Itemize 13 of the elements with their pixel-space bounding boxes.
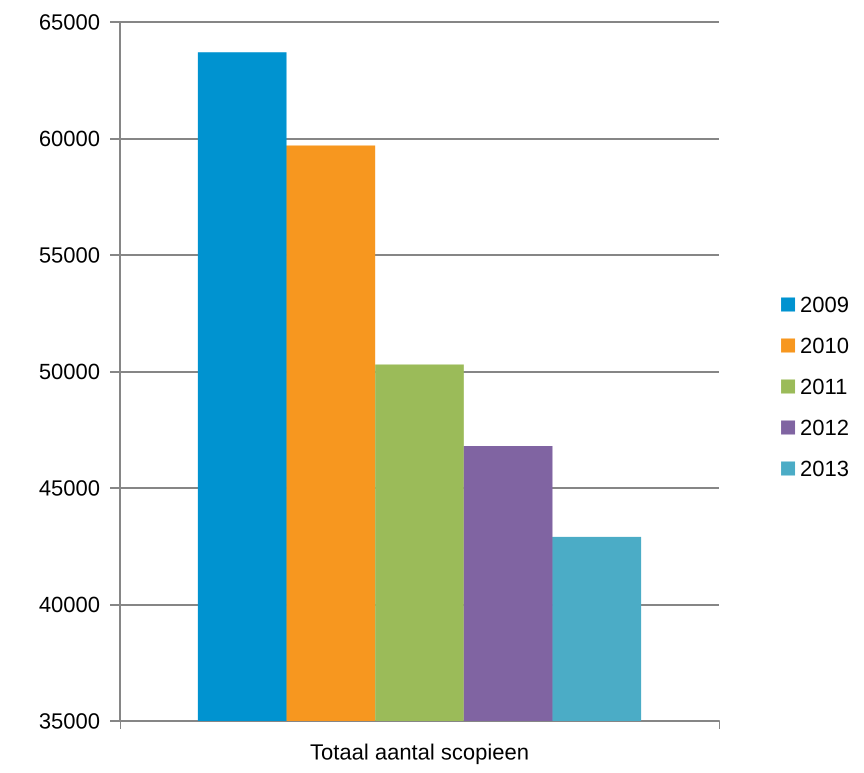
legend-label: 2010 <box>800 333 850 358</box>
legend-label: 2012 <box>800 415 850 440</box>
y-tick-label: 55000 <box>38 242 100 268</box>
x-tick-label: Totaal aantal scopieen <box>310 740 529 764</box>
y-tick-label: 45000 <box>38 476 100 500</box>
legend-label: 2013 <box>800 456 850 481</box>
y-tick-label: 60000 <box>38 126 100 151</box>
y-tick-label: 40000 <box>38 592 100 617</box>
y-tick-label: 65000 <box>38 10 100 34</box>
y-tick-label: 50000 <box>38 359 100 384</box>
y-tick-label: 35000 <box>38 708 100 734</box>
legend-label: 2011 <box>800 374 848 399</box>
legend-label: 2009 <box>800 292 850 317</box>
